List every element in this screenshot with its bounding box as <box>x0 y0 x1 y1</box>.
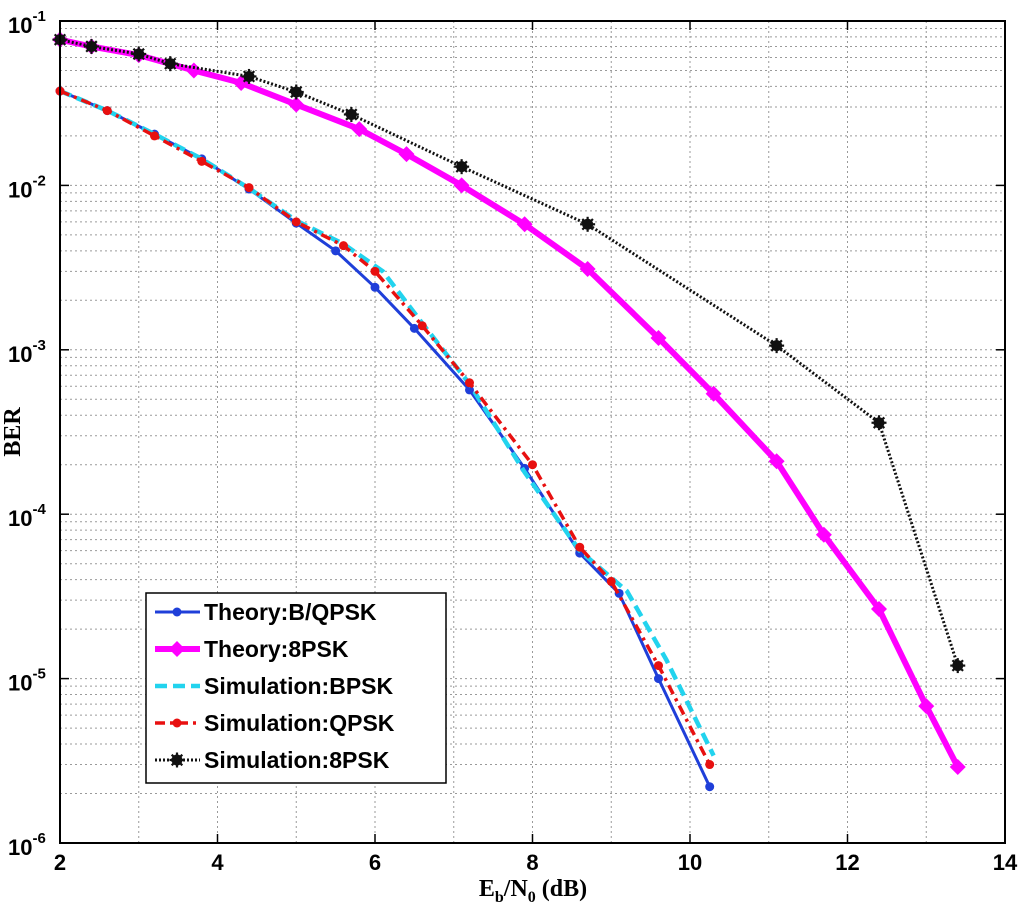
series-point <box>244 183 254 193</box>
series-point <box>654 661 663 671</box>
legend-label: Simulation:BPSK <box>204 673 394 699</box>
series-point <box>769 338 785 354</box>
axis-ticks <box>59 20 1006 844</box>
series-point <box>162 56 178 72</box>
series-point <box>815 526 832 543</box>
x-tick-label: 10 <box>678 850 702 875</box>
legend-marker <box>172 718 182 728</box>
series-point <box>606 576 616 586</box>
series-point <box>288 84 304 100</box>
series-point <box>197 156 207 166</box>
series-point <box>516 216 533 233</box>
legend-items: Theory:B/QPSK Theory:8PSK Simulation:BPSK S… <box>155 599 395 773</box>
series-line <box>59 88 716 757</box>
y-tick-label: 10-6 <box>8 830 46 860</box>
series-point <box>331 246 341 256</box>
y-tick-label: 10-5 <box>8 666 46 696</box>
legend-marker <box>169 641 185 657</box>
series-point <box>454 159 470 175</box>
series-point <box>288 96 305 113</box>
series-point <box>918 698 935 715</box>
series-point <box>343 106 359 122</box>
x-tick-label: 2 <box>54 850 66 875</box>
y-tick-label: 10-2 <box>8 172 46 202</box>
series-point <box>150 131 159 141</box>
x-tick-labels: 2 4 6 8 10 12 14 <box>54 850 1018 875</box>
series-point <box>409 323 419 333</box>
y-axis-label: BER <box>0 407 26 457</box>
series-point <box>650 329 667 346</box>
series-line <box>59 38 960 667</box>
x-tick-label: 14 <box>993 850 1018 875</box>
series-layer <box>52 31 966 792</box>
series-point <box>768 453 785 470</box>
y-tick-labels: 10-1 10-2 10-3 10-4 10-5 10-6 <box>8 8 46 860</box>
series-point <box>579 261 596 278</box>
series-point <box>705 782 715 792</box>
legend: Theory:B/QPSK Theory:8PSK Simulation:BPSK S… <box>145 592 447 784</box>
series-point <box>453 177 470 194</box>
series-point <box>705 385 722 402</box>
series-point <box>949 758 966 775</box>
legend-label: Theory:B/QPSK <box>204 599 377 625</box>
series-point <box>580 216 596 232</box>
series-line <box>59 36 961 769</box>
x-tick-label: 12 <box>835 850 859 875</box>
series-point <box>871 601 887 618</box>
series-point <box>950 658 966 674</box>
x-tick-label: 6 <box>369 850 381 875</box>
series-point <box>131 46 147 62</box>
x-tick-label: 4 <box>211 850 224 875</box>
series-point <box>102 106 112 116</box>
series-point <box>465 378 474 388</box>
series-point <box>339 241 348 251</box>
series-point <box>417 321 427 331</box>
legend-label: Simulation:QPSK <box>204 710 395 736</box>
y-tick-label: 10-1 <box>8 8 46 38</box>
series-point <box>654 674 663 684</box>
series-point <box>871 415 887 431</box>
series-point <box>398 146 415 163</box>
legend-label: Simulation:8PSK <box>204 747 390 773</box>
y-tick-label: 10-3 <box>8 337 46 367</box>
series-point <box>370 282 380 292</box>
series-point <box>575 542 585 552</box>
series-point <box>84 38 99 54</box>
series-point <box>351 121 368 138</box>
series-line <box>59 89 712 766</box>
legend-marker <box>172 607 182 617</box>
y-tick-label: 10-4 <box>8 501 46 531</box>
legend-marker <box>169 752 185 768</box>
series-point <box>291 217 301 227</box>
series-point <box>241 68 257 84</box>
x-axis-label: Eb/N0 (dB) <box>479 876 587 906</box>
x-tick-label: 8 <box>526 850 538 875</box>
series-point <box>528 460 537 470</box>
series-point <box>705 760 715 770</box>
legend-label: Theory:8PSK <box>204 636 349 662</box>
series-point <box>370 266 380 276</box>
